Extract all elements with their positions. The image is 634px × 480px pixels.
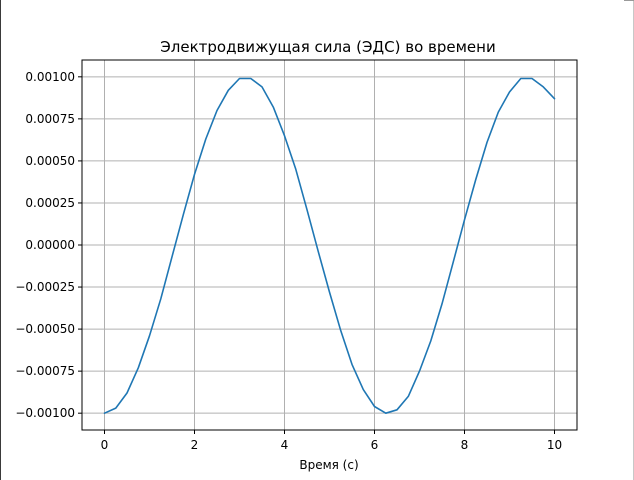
x-tick-label: 2 <box>191 438 199 452</box>
y-tick-label: −0.00025 <box>15 280 75 294</box>
x-tick-label: 8 <box>461 438 469 452</box>
y-axis: 0.00100 0.00075 0.00050 0.00025 0.00000 −0.00… <box>15 70 82 420</box>
window-left-edge <box>0 0 1 480</box>
x-tick-label: 6 <box>371 438 379 452</box>
y-tick-label: −0.00050 <box>15 322 75 336</box>
x-tick-label: 4 <box>281 438 289 452</box>
x-axis: 0 2 4 6 8 10 <box>101 430 562 452</box>
grid-lines <box>82 60 577 430</box>
y-tick-label: 0.00100 <box>25 70 75 84</box>
y-tick-label: −0.00075 <box>15 364 75 378</box>
series-line <box>103 77 556 415</box>
x-tick-label: 10 <box>547 438 562 452</box>
x-tick-label: 0 <box>101 438 109 452</box>
x-axis-label: Время (с) <box>299 458 358 472</box>
y-tick-label: 0.00000 <box>25 238 75 252</box>
y-tick-label: −0.00100 <box>15 406 75 420</box>
series-group <box>103 77 556 415</box>
window-corner-mark <box>624 0 634 1</box>
chart-title: Электродвижущая сила (ЭДС) во времени <box>160 38 495 56</box>
y-tick-label: 0.00075 <box>25 112 75 126</box>
y-tick-label: 0.00025 <box>25 196 75 210</box>
y-tick-label: 0.00050 <box>25 154 75 168</box>
